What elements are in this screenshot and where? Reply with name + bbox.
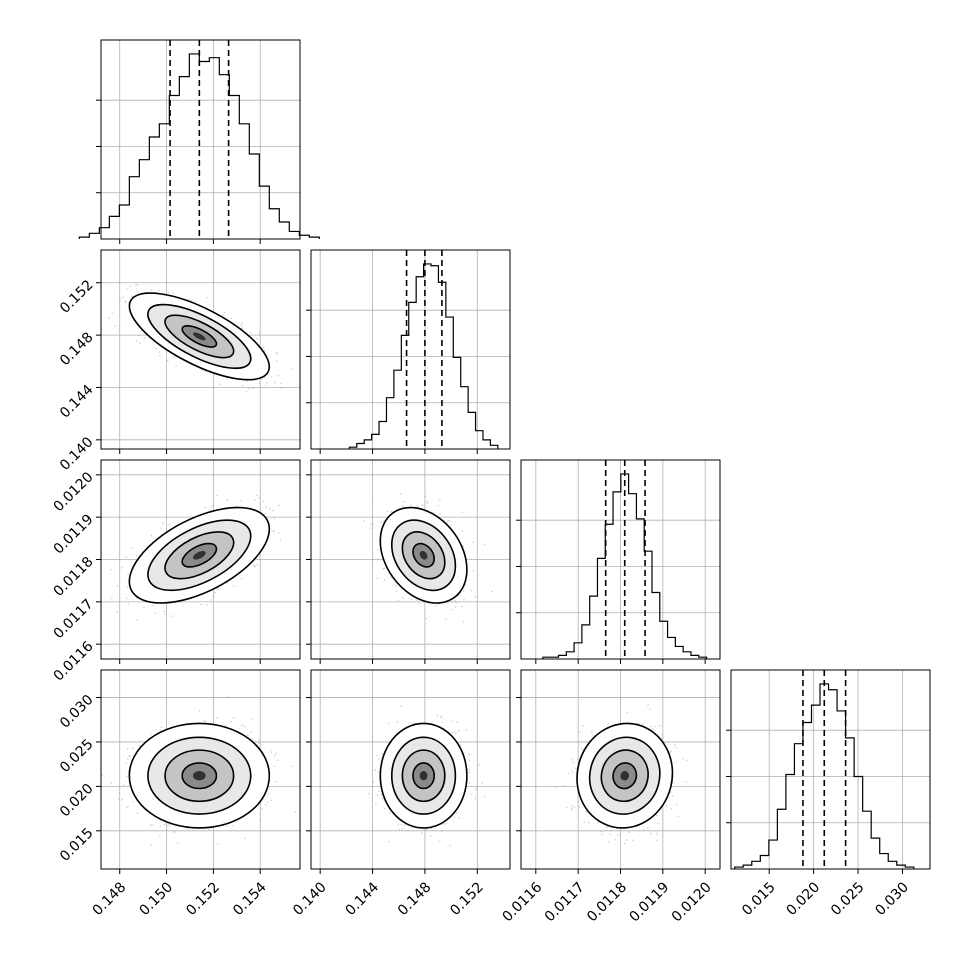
y-tick-label-2-1: 0.140 — [57, 434, 97, 474]
x-tick-label-1-3: 0.152 — [183, 879, 223, 919]
hist-panel-2 — [306, 249, 511, 454]
y-tick-label-4-2: 0.020 — [57, 781, 97, 821]
hist-panel-1 — [78, 39, 320, 244]
density-layer — [101, 696, 297, 846]
y-tick-label-2-4: 0.152 — [57, 277, 97, 317]
x-tick-label-2-2: 0.144 — [342, 879, 382, 919]
density-panel-2-4 — [311, 670, 510, 869]
density-layer — [101, 282, 293, 393]
density-panel-3-4 — [521, 670, 720, 869]
contour-level-5 — [193, 332, 206, 341]
y-tick-label-3-2: 0.0117 — [51, 596, 97, 642]
y-tick-label-4-4: 0.030 — [57, 692, 97, 732]
x-tick-label-1-4: 0.154 — [230, 879, 270, 919]
density-panel-1-3 — [101, 460, 300, 659]
x-tick-label-3-4: 0.0119 — [626, 879, 672, 925]
panel-frame — [100, 39, 301, 240]
x-tick-label-3-5: 0.0120 — [669, 879, 715, 925]
y-tick-label-2-2: 0.144 — [57, 382, 97, 422]
x-tick-label-4-1: 0.015 — [739, 879, 779, 919]
contour-level-5 — [419, 550, 428, 560]
scatter-points — [101, 696, 297, 846]
contour-level-5 — [620, 771, 630, 781]
density-panel-2-3 — [311, 460, 510, 659]
histogram-step — [348, 263, 499, 449]
x-tick-label-3-1: 0.0116 — [499, 879, 545, 925]
y-tick-label-2-3: 0.148 — [57, 329, 97, 369]
y-tick-label-4-1: 0.015 — [57, 825, 97, 865]
y-tick-label-3-5: 0.0120 — [51, 469, 97, 515]
x-tick-label-1-1: 0.148 — [90, 879, 130, 919]
x-tick-label-4-4: 0.030 — [872, 879, 912, 919]
x-tick-label-3-3: 0.0118 — [584, 879, 630, 925]
density-panel-1-2 — [101, 250, 300, 449]
histogram-step — [78, 53, 320, 239]
contour-level-5 — [193, 771, 206, 781]
panel-frame — [100, 669, 301, 870]
y-tick-label-3-4: 0.0119 — [51, 512, 97, 558]
y-tick-label-3-1: 0.0116 — [51, 638, 97, 684]
density-layer — [555, 704, 688, 845]
x-tick-label-2-1: 0.140 — [290, 879, 330, 919]
x-tick-label-4-2: 0.020 — [784, 879, 824, 919]
panel-frame — [310, 249, 511, 450]
panel-frame — [310, 669, 511, 870]
density-layer — [354, 493, 493, 623]
density-panel-1-4 — [101, 670, 300, 869]
hist-panel-4 — [726, 669, 931, 874]
histogram-step — [542, 473, 708, 659]
x-tick-label-2-4: 0.152 — [447, 879, 487, 919]
hist-panel-3 — [516, 459, 721, 664]
x-tick-label-1-2: 0.150 — [137, 879, 177, 919]
x-tick-label-3-2: 0.0117 — [542, 879, 588, 925]
contour-level-5 — [419, 771, 428, 781]
x-tick-label-4-3: 0.025 — [828, 879, 868, 919]
panel-frame — [100, 249, 301, 450]
panel-frame — [730, 669, 931, 870]
density-layer — [368, 705, 486, 847]
density-layer — [110, 494, 281, 622]
contour-level-5 — [193, 550, 206, 560]
x-tick-label-2-3: 0.148 — [395, 879, 435, 919]
y-tick-label-4-3: 0.025 — [57, 736, 97, 776]
y-tick-label-3-3: 0.0118 — [51, 554, 97, 600]
